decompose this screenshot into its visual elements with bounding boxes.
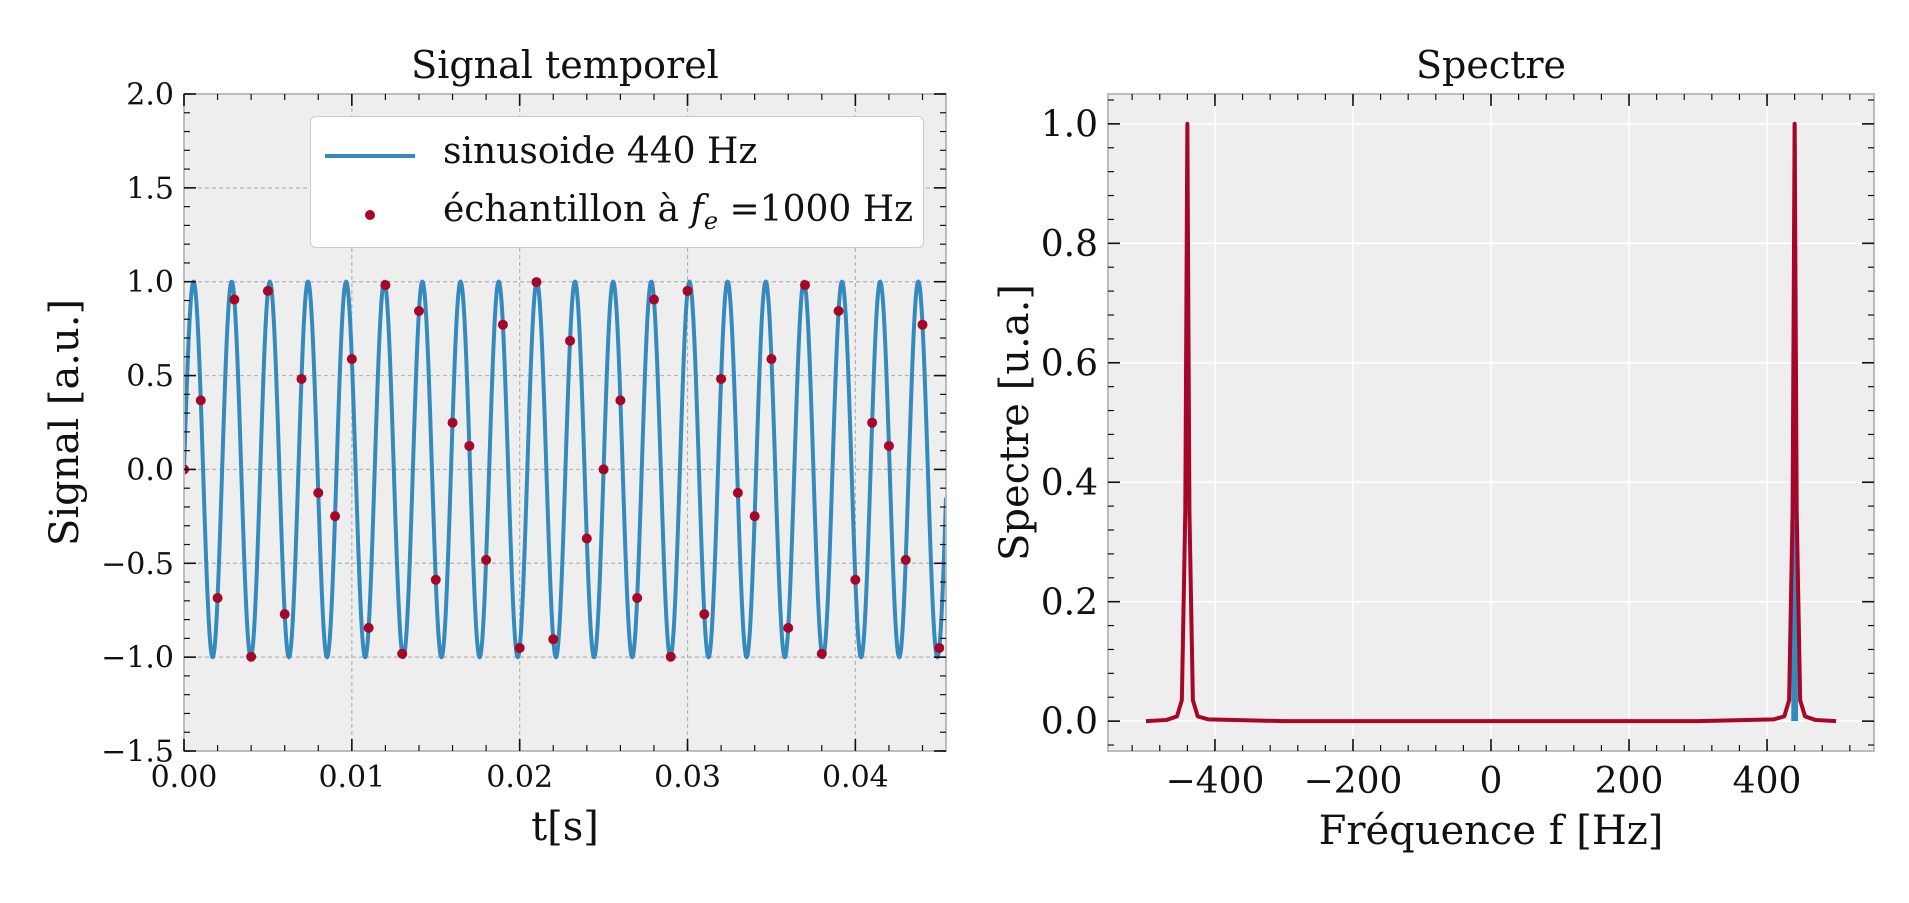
legend-fe-symbol: fe xyxy=(690,189,719,236)
y-tick-label: 1.5 xyxy=(126,171,174,206)
sample-point xyxy=(514,642,525,653)
sample-point xyxy=(648,294,659,305)
sample-point xyxy=(212,593,223,604)
sample-point xyxy=(883,440,894,451)
sample-point xyxy=(330,511,341,522)
sample-point xyxy=(430,574,441,585)
sample-point xyxy=(481,554,492,565)
y-tick-label: 0.6 xyxy=(1041,343,1098,384)
legend-entry-samples: échantillon à fe =1000 Hz xyxy=(311,179,923,235)
sample-point xyxy=(246,651,257,662)
sample-point xyxy=(783,622,794,633)
x-tick-label: 0.04 xyxy=(822,760,889,795)
x-tick-label: 0.02 xyxy=(486,760,553,795)
sample-point xyxy=(581,533,592,544)
legend-dot-marker xyxy=(365,210,375,220)
sample-point xyxy=(279,609,290,620)
legend: sinusoide 440 Hz échantillon à fe =1000 … xyxy=(310,116,924,248)
sample-point xyxy=(833,305,844,316)
sample-point xyxy=(682,285,693,296)
sample-point xyxy=(413,305,424,316)
sample-point xyxy=(195,395,206,406)
legend-line-marker xyxy=(325,154,415,158)
plot-frame-0 xyxy=(183,93,947,752)
x-axis-label: t[s] xyxy=(531,804,599,850)
legend-label-sinusoid: sinusoide 440 Hz xyxy=(443,131,758,172)
sample-point xyxy=(363,622,374,633)
legend-entry-sinusoid: sinusoide 440 Hz xyxy=(311,121,923,172)
x-tick-label: 0.01 xyxy=(318,760,385,795)
sample-point xyxy=(262,285,273,296)
y-tick-label: 1.0 xyxy=(1041,104,1098,145)
sample-point xyxy=(867,417,878,428)
sample-point xyxy=(447,417,458,428)
y-tick-label: 0.0 xyxy=(1041,702,1098,743)
sample-point xyxy=(464,440,475,451)
y-tick-label: 0.2 xyxy=(1041,582,1098,623)
y-tick-label: 0.4 xyxy=(1041,463,1098,504)
sample-point xyxy=(934,642,945,653)
x-tick-label: −200 xyxy=(1304,761,1403,802)
sample-point xyxy=(699,609,710,620)
sample-point xyxy=(716,373,727,384)
y-tick-label: 2.0 xyxy=(126,78,174,113)
y-tick-label: −1.0 xyxy=(101,641,174,676)
y-tick-label: 0.8 xyxy=(1041,224,1098,265)
sample-point xyxy=(816,648,827,659)
y-axis-label: Signal [a.u.] xyxy=(42,299,88,546)
x-tick-label: 0.03 xyxy=(654,760,721,795)
sample-point xyxy=(615,395,626,406)
sample-point xyxy=(548,634,559,645)
sample-point xyxy=(346,354,357,365)
x-tick-label: −400 xyxy=(1166,761,1265,802)
x-axis-label: Fréquence f [Hz] xyxy=(1319,808,1664,854)
y-tick-label: −1.5 xyxy=(101,735,174,770)
sample-point xyxy=(749,511,760,522)
y-tick-label: 0.5 xyxy=(126,359,174,394)
sample-point xyxy=(497,319,508,330)
sinusoid-line xyxy=(184,279,946,660)
sample-point xyxy=(850,574,861,585)
chart-title: Signal temporel xyxy=(411,43,719,87)
chart-title: Spectre xyxy=(1416,43,1566,87)
sample-point xyxy=(565,335,576,346)
y-tick-label: −0.5 xyxy=(101,547,174,582)
sample-point xyxy=(380,280,391,291)
series-group-0 xyxy=(184,277,946,662)
sample-point xyxy=(766,354,777,365)
sample-point xyxy=(800,280,811,291)
sample-point xyxy=(598,464,609,475)
x-tick-label: 0.00 xyxy=(151,760,218,795)
sample-point xyxy=(229,294,240,305)
sample-point xyxy=(397,648,408,659)
sample-point xyxy=(296,373,307,384)
y-tick-label: 1.0 xyxy=(126,265,174,300)
x-tick-label: 400 xyxy=(1733,761,1802,802)
y-axis-label: Spectre [u.a.] xyxy=(992,284,1038,561)
x-tick-label: 200 xyxy=(1595,761,1664,802)
sample-point xyxy=(632,593,643,604)
series-group-1 xyxy=(1145,121,1837,724)
sample-point xyxy=(900,554,911,565)
legend-label-samples: échantillon à fe =1000 Hz xyxy=(443,189,914,236)
spectrum-line-1 xyxy=(1145,121,1837,724)
sample-point xyxy=(917,319,928,330)
sample-point xyxy=(665,651,676,662)
sample-point xyxy=(732,487,743,498)
sample-point xyxy=(313,487,324,498)
sample-point xyxy=(531,277,542,288)
x-tick-label: 0 xyxy=(1480,761,1503,802)
y-tick-label: 0.0 xyxy=(126,453,174,488)
legend-label-samples-text: échantillon à xyxy=(443,189,691,230)
